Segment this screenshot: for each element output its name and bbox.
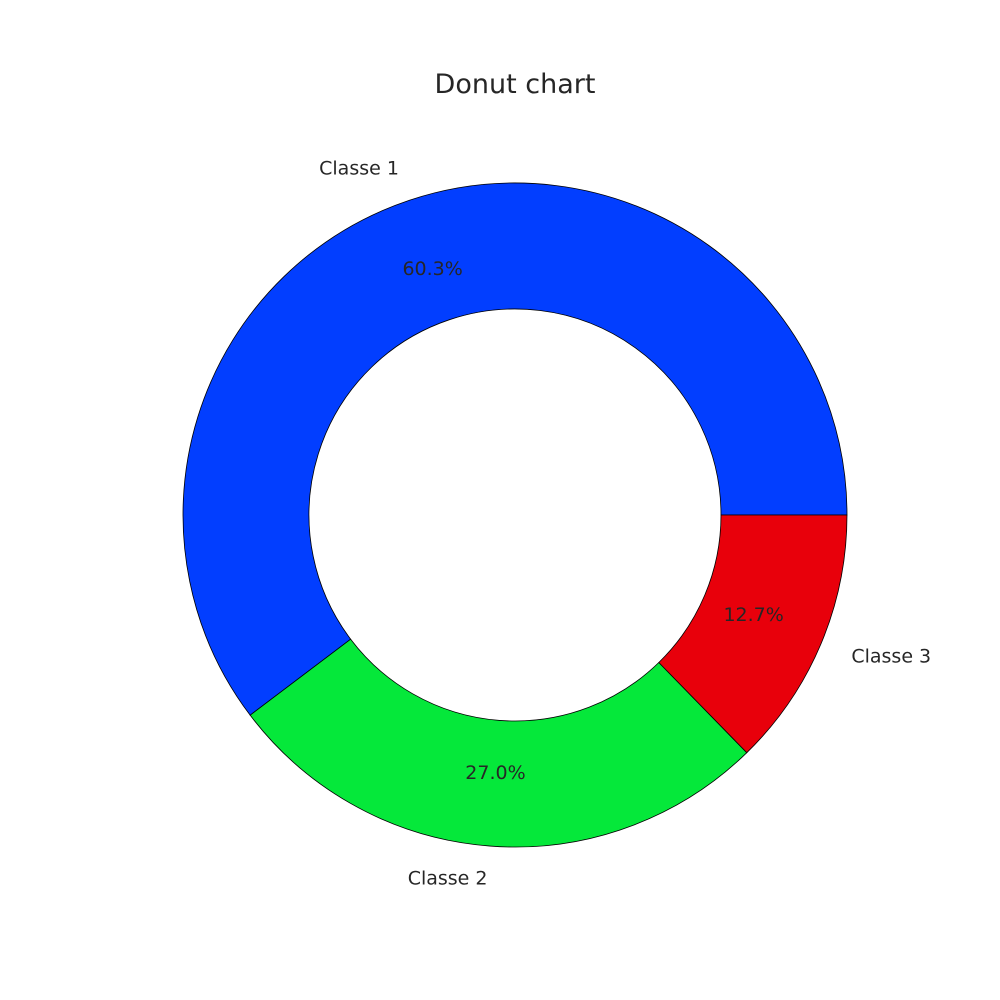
category-label-2: Classe 2 — [408, 867, 488, 889]
donut-wedge-3 — [658, 514, 848, 754]
percent-label-2: 27.0% — [465, 762, 525, 784]
donut-labels: Classe 1 60.3% Classe 2 27.0% Classe 3 12.7% — [319, 157, 931, 889]
percent-label-3: 12.7% — [723, 604, 783, 626]
chart-title: Donut chart — [435, 69, 596, 100]
category-label-3: Classe 3 — [851, 645, 931, 667]
donut-wedge-2 — [249, 638, 748, 848]
donut-wedges — [182, 182, 848, 848]
category-label-1: Classe 1 — [319, 157, 399, 179]
percent-label-1: 60.3% — [402, 258, 462, 280]
donut-wedge-1 — [182, 182, 848, 716]
